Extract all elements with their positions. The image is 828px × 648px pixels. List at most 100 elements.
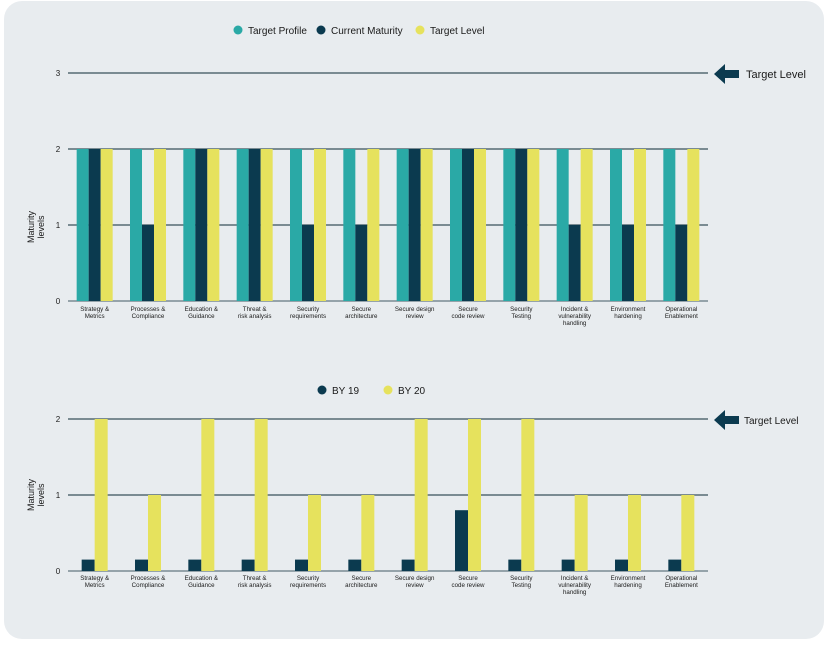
legend-label-0: BY 19 xyxy=(332,386,359,397)
y-tick-label-2: 2 xyxy=(56,415,61,424)
legend-marker-1 xyxy=(316,25,326,35)
bar-target-level-4 xyxy=(314,149,326,301)
bar-target-level-10 xyxy=(634,149,646,301)
bar-target-profile-11 xyxy=(663,149,676,301)
category-label-1: Processes & Compliance xyxy=(131,575,167,589)
category-label-3: Threat & risk analysis xyxy=(238,575,272,589)
bar-target-level-5 xyxy=(367,149,380,301)
bar-target-profile-10 xyxy=(610,149,622,301)
bar-target-profile-3 xyxy=(236,149,249,301)
category-label-0: Strategy & Metrics xyxy=(80,306,110,320)
target-level-arrow-icon xyxy=(714,64,739,84)
y-axis-label: Maturitylevels xyxy=(26,211,46,244)
bar-current-maturity-4 xyxy=(302,225,314,301)
bar-current-maturity-1 xyxy=(142,225,154,301)
legend-label-0: Target Profile xyxy=(248,26,307,37)
bar-current-maturity-6 xyxy=(408,149,421,301)
y-tick-label-0: 0 xyxy=(56,567,61,576)
bar-by-19-9 xyxy=(561,559,575,571)
bar-target-level-9 xyxy=(580,149,593,301)
bar-current-maturity-5 xyxy=(355,225,368,301)
category-label-1: Processes & Compliance xyxy=(131,306,167,320)
target-level-arrow-icon xyxy=(714,410,739,430)
bar-by-20-8 xyxy=(521,419,535,571)
bar-current-maturity-9 xyxy=(568,225,581,301)
bar-target-profile-6 xyxy=(396,149,409,301)
bar-by-19-1 xyxy=(135,559,148,571)
category-label-5: Secure architecture xyxy=(345,306,378,320)
bar-target-level-6 xyxy=(420,149,433,301)
bar-target-profile-4 xyxy=(290,149,302,301)
bar-by-20-7 xyxy=(468,419,481,571)
bar-current-maturity-8 xyxy=(515,149,528,301)
y-tick-label-1: 1 xyxy=(56,491,61,500)
bar-current-maturity-3 xyxy=(248,149,261,301)
bar-target-profile-0 xyxy=(76,149,89,301)
bar-by-20-2 xyxy=(201,419,215,571)
category-label-4: Security requirements xyxy=(290,306,326,320)
bar-by-20-10 xyxy=(628,495,641,571)
category-label-0: Strategy & Metrics xyxy=(80,575,110,589)
legend-label-2: Target Level xyxy=(430,26,484,37)
bar-target-level-2 xyxy=(207,149,220,301)
bar-target-level-7 xyxy=(474,149,486,301)
bar-by-20-5 xyxy=(361,495,375,571)
bar-target-profile-2 xyxy=(183,149,196,301)
bar-target-profile-8 xyxy=(503,149,516,301)
bar-by-20-3 xyxy=(254,419,268,571)
y-tick-label-0: 0 xyxy=(56,297,61,306)
bar-target-profile-1 xyxy=(130,149,142,301)
bar-target-profile-5 xyxy=(343,149,356,301)
bar-by-19-3 xyxy=(241,559,255,571)
bar-target-level-3 xyxy=(260,149,273,301)
bar-target-level-0 xyxy=(100,149,113,301)
bar-target-profile-9 xyxy=(556,149,569,301)
target-level-label: Target Level xyxy=(744,416,798,427)
bar-current-maturity-7 xyxy=(462,149,474,301)
legend-label-1: Current Maturity xyxy=(331,26,403,37)
category-label-6: Secure design review xyxy=(395,575,435,589)
legend-marker-0 xyxy=(233,25,243,35)
bar-by-19-2 xyxy=(188,559,202,571)
category-label-11: Operational Enablement xyxy=(665,575,698,589)
bar-by-19-6 xyxy=(401,559,415,571)
bar-by-20-6 xyxy=(414,419,428,571)
legend-marker-0 xyxy=(317,385,327,395)
bar-by-19-4 xyxy=(295,559,308,571)
bar-target-level-8 xyxy=(527,149,540,301)
category-label-10: Environment hardening xyxy=(611,306,646,320)
category-label-11: Operational Enablement xyxy=(665,306,698,320)
bar-by-19-5 xyxy=(348,559,362,571)
bar-current-maturity-10 xyxy=(622,225,634,301)
category-label-2: Education & Guidance xyxy=(185,306,219,320)
y-tick-label-3: 3 xyxy=(56,69,61,78)
bar-by-19-8 xyxy=(508,559,522,571)
category-label-9: Incident & vulnerability handling xyxy=(558,575,592,596)
bar-by-19-11 xyxy=(668,559,682,571)
legend-marker-1 xyxy=(383,385,393,395)
bar-current-maturity-11 xyxy=(675,225,688,301)
bar-by-19-10 xyxy=(615,559,628,571)
bar-target-profile-7 xyxy=(450,149,462,301)
category-label-8: Security Testing xyxy=(510,575,533,589)
category-label-7: Secure code review xyxy=(451,306,485,320)
category-label-5: Secure architecture xyxy=(345,575,378,589)
category-label-10: Environment hardening xyxy=(611,575,646,589)
legend-label-1: BY 20 xyxy=(398,386,425,397)
y-tick-label-1: 1 xyxy=(56,221,61,230)
bar-target-level-11 xyxy=(687,149,700,301)
bar-by-20-1 xyxy=(148,495,161,571)
category-label-8: Security Testing xyxy=(510,306,533,320)
target-level-label: Target Level xyxy=(746,69,806,81)
bar-current-maturity-0 xyxy=(88,149,101,301)
bar-target-level-1 xyxy=(154,149,166,301)
category-label-7: Secure code review xyxy=(451,575,485,589)
category-label-2: Education & Guidance xyxy=(185,575,219,589)
y-axis-label: Maturitylevels xyxy=(26,479,46,512)
bar-by-20-11 xyxy=(681,495,695,571)
bar-by-19-7 xyxy=(455,510,468,571)
category-label-9: Incident & vulnerability handling xyxy=(558,306,592,327)
category-label-6: Secure design review xyxy=(395,306,435,320)
bar-by-20-9 xyxy=(574,495,588,571)
